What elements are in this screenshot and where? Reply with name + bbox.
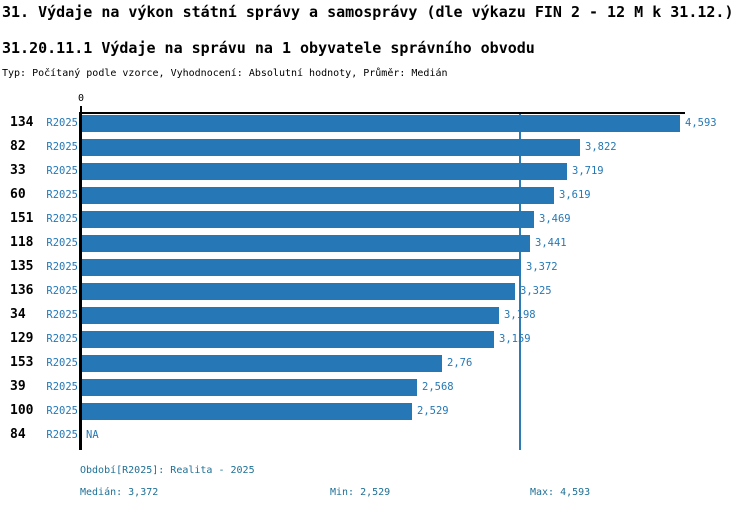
row-series-label: R2025 <box>46 237 78 249</box>
bar <box>82 379 417 396</box>
row-series-label: R2025 <box>46 381 78 393</box>
axis-zero-label: 0 <box>77 93 85 104</box>
row-series-label: R2025 <box>46 117 78 129</box>
bar <box>82 115 680 132</box>
row-category-label: 136 <box>10 283 34 298</box>
row-category-label: 153 <box>10 355 34 370</box>
report-title: 31. Výdaje na výkon státní správy a samo… <box>2 3 734 21</box>
bar <box>82 235 530 252</box>
row-value-label: 3,469 <box>539 213 571 225</box>
row-category-label: 82 <box>10 139 26 154</box>
chart-row: 129 R2025 3,159 <box>0 327 750 351</box>
row-value-label: 4,593 <box>685 117 717 129</box>
chart-row: 153 R2025 2,76 <box>0 351 750 375</box>
row-series-label: R2025 <box>46 189 78 201</box>
row-series-label: R2025 <box>46 357 78 369</box>
row-value-label: 2,76 <box>447 357 473 369</box>
row-category-label: 118 <box>10 235 34 250</box>
row-series-label: R2025 <box>46 309 78 321</box>
chart-row: 136 R2025 3,325 <box>0 279 750 303</box>
chart-row: 82 R2025 3,822 <box>0 135 750 159</box>
chart-row: 60 R2025 3,619 <box>0 183 750 207</box>
row-category-label: 84 <box>10 427 26 442</box>
chart-row: 151 R2025 3,469 <box>0 207 750 231</box>
chart-row: 135 R2025 3,372 <box>0 255 750 279</box>
row-category-label: 129 <box>10 331 34 346</box>
indicator-title: 31.20.11.1 Výdaje na správu na 1 obyvate… <box>2 39 535 57</box>
row-series-label: R2025 <box>46 429 78 441</box>
min-stat: Min: 2,529 <box>330 487 391 498</box>
bar <box>82 403 412 420</box>
row-series-label: R2025 <box>46 261 78 273</box>
row-category-label: 39 <box>10 379 26 394</box>
row-value-label: 2,529 <box>417 405 449 417</box>
row-category-label: 33 <box>10 163 26 178</box>
row-category-label: 60 <box>10 187 26 202</box>
row-series-label: R2025 <box>46 213 78 225</box>
row-series-label: R2025 <box>46 165 78 177</box>
row-category-label: 100 <box>10 403 34 418</box>
chart-rows: 134 R2025 4,593 82 R2025 3,822 33 R2025 3,719 60 R… <box>0 111 750 451</box>
row-na-label: NA <box>86 429 99 441</box>
bar <box>82 283 515 300</box>
bar <box>82 259 521 276</box>
chart-row: 118 R2025 3,441 <box>0 231 750 255</box>
row-series-label: R2025 <box>46 285 78 297</box>
row-series-label: R2025 <box>46 405 78 417</box>
chart-row: 84 R2025 NA <box>0 423 750 447</box>
row-value-label: 3,372 <box>526 261 558 273</box>
median-line <box>519 114 521 450</box>
indicator-meta: Typ: Počítaný podle vzorce, Vyhodnocení:… <box>2 68 448 79</box>
row-value-label: 3,441 <box>535 237 567 249</box>
chart-row: 33 R2025 3,719 <box>0 159 750 183</box>
row-value-label: 3,325 <box>520 285 552 297</box>
period-label: Období[R2025]: Realita - 2025 <box>80 465 255 476</box>
max-stat: Max: 4,593 <box>530 487 591 498</box>
bar <box>82 211 534 228</box>
row-series-label: R2025 <box>46 141 78 153</box>
chart-row: 134 R2025 4,593 <box>0 111 750 135</box>
row-category-label: 34 <box>10 307 26 322</box>
chart-row: 100 R2025 2,529 <box>0 399 750 423</box>
row-category-label: 151 <box>10 211 34 226</box>
median-stat: Medián: 3,372 <box>80 487 159 498</box>
bar <box>82 163 567 180</box>
row-series-label: R2025 <box>46 333 78 345</box>
row-category-label: 134 <box>10 115 34 130</box>
bar <box>82 139 580 156</box>
bar <box>82 307 499 324</box>
row-value-label: 3,159 <box>499 333 531 345</box>
bar <box>82 187 554 204</box>
row-value-label: 3,822 <box>585 141 617 153</box>
row-value-label: 3,719 <box>572 165 604 177</box>
chart-row: 39 R2025 2,568 <box>0 375 750 399</box>
row-value-label: 3,198 <box>504 309 536 321</box>
bar <box>82 355 442 372</box>
bar <box>82 331 494 348</box>
axis-top-line <box>79 112 685 114</box>
row-category-label: 135 <box>10 259 34 274</box>
row-value-label: 2,568 <box>422 381 454 393</box>
chart-row: 34 R2025 3,198 <box>0 303 750 327</box>
axis-left-line <box>79 112 82 450</box>
row-value-label: 3,619 <box>559 189 591 201</box>
